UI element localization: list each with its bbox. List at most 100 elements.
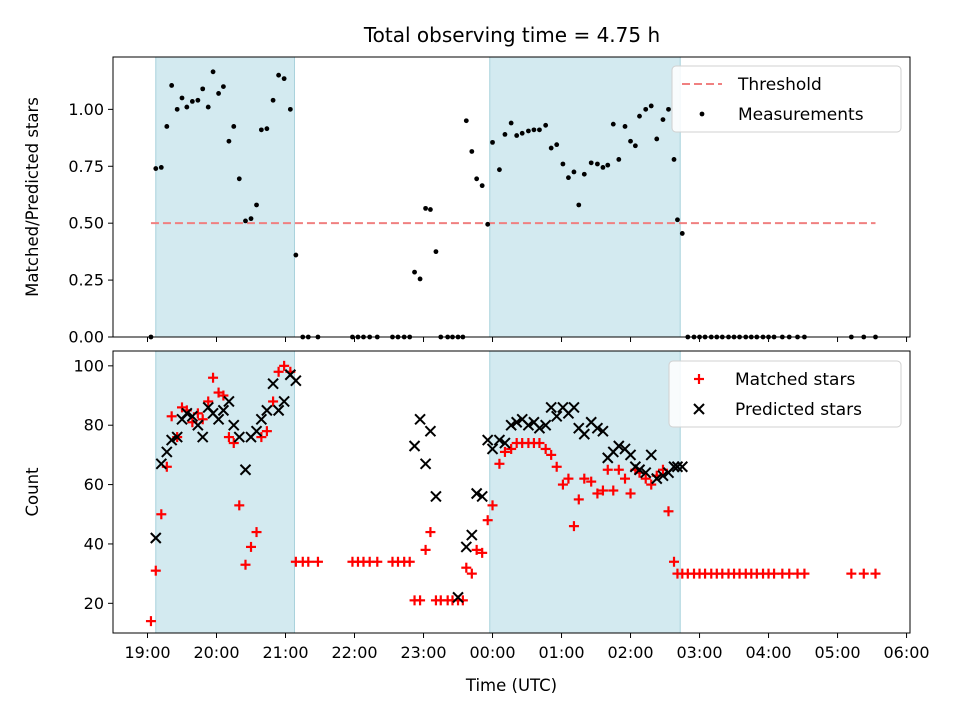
x-tick-label: 20:00: [193, 643, 239, 662]
measurement-point: [169, 83, 174, 88]
x-tick-label: 01:00: [538, 643, 584, 662]
measurement-point: [216, 91, 221, 96]
measurement-point: [633, 143, 638, 148]
top-legend: Threshold Measurements: [672, 66, 901, 132]
matched-star-point: [421, 545, 431, 555]
measurement-point: [428, 207, 433, 212]
matched-star-point: [425, 527, 435, 537]
measurement-point: [190, 99, 195, 104]
top-y-axis-label: Matched/Predicted stars: [23, 97, 42, 297]
measurement-point: [159, 165, 164, 170]
measurement-point: [175, 107, 180, 112]
matched-star-point: [303, 557, 313, 567]
observing-window-shading: [156, 351, 680, 633]
measurement-point: [243, 219, 248, 224]
measurement-point: [654, 137, 659, 142]
predicted-star-point: [410, 441, 420, 451]
measurement-point: [237, 176, 242, 181]
measurement-point: [623, 124, 628, 129]
legend-label: Matched stars: [735, 370, 855, 390]
measurement-point: [434, 249, 439, 254]
matched-star-point: [799, 569, 809, 579]
measurement-point: [271, 98, 276, 103]
x-tick-label: 19:00: [124, 643, 170, 662]
measurement-point: [288, 107, 293, 112]
measurement-point: [259, 127, 264, 132]
measurement-point: [672, 157, 677, 162]
x-axis-ticks: 19:0020:0021:0022:0023:0000:0001:0002:00…: [124, 633, 929, 662]
measurement-point: [497, 167, 502, 172]
chart-title: Total observing time = 4.75 h: [363, 23, 660, 47]
observing-window-band: [490, 351, 680, 633]
predicted-star-point: [415, 414, 425, 424]
y-tick-label: 60: [84, 475, 104, 494]
measurement-point: [227, 139, 232, 144]
measurement-point: [264, 126, 269, 131]
measurement-point: [543, 123, 548, 128]
legend-label: Measurements: [738, 105, 864, 125]
observing-window-shading: [156, 57, 680, 337]
measurement-point: [206, 105, 211, 110]
measurement-point: [637, 114, 642, 119]
x-tick-label: 23:00: [400, 643, 446, 662]
measurement-point: [616, 157, 621, 162]
matched-star-point: [461, 563, 471, 573]
predicted-star-point: [425, 426, 435, 436]
matched-star-point: [313, 557, 323, 567]
measurement-point: [254, 203, 259, 208]
x-tick-label: 04:00: [745, 643, 791, 662]
measurement-point: [211, 69, 216, 74]
measurement-point: [526, 129, 531, 134]
y-tick-label: 20: [84, 594, 104, 613]
measurement-point: [469, 149, 474, 154]
x-tick-label: 05:00: [814, 643, 860, 662]
y-tick-label: 40: [84, 534, 104, 553]
measurement-point: [566, 175, 571, 180]
matched-star-point: [146, 616, 156, 626]
measurement-point: [195, 98, 200, 103]
x-tick-label: 21:00: [262, 643, 308, 662]
legend-label: Threshold: [737, 75, 822, 95]
y-tick-label: 1.00: [68, 100, 104, 119]
measurement-point: [418, 277, 423, 282]
measurement-point: [221, 84, 226, 89]
x-tick-label: 06:00: [883, 643, 929, 662]
measurement-point: [412, 270, 417, 275]
measurement-point: [605, 163, 610, 168]
y-tick-label: 100: [73, 356, 104, 375]
matched-star-point: [372, 557, 382, 567]
measurement-point: [572, 170, 577, 175]
measurement-point: [537, 127, 542, 132]
measurement-point: [423, 206, 428, 211]
measurement-point: [514, 133, 519, 138]
count-panel: 19:0020:0021:0022:0023:0000:0001:0002:00…: [23, 351, 930, 695]
measurement-point: [532, 127, 537, 132]
measurement-point: [231, 124, 236, 129]
measurement-point: [282, 76, 287, 81]
legend-label: Predicted stars: [735, 400, 862, 420]
measurement-point: [293, 253, 298, 258]
measurement-point: [611, 122, 616, 127]
y-tick-label: 0.25: [68, 271, 104, 290]
measurement-point: [164, 124, 169, 129]
measurement-point: [643, 107, 648, 112]
top-x-ticks: [148, 337, 907, 342]
y-tick-label: 0.00: [68, 328, 104, 347]
measurement-point: [485, 222, 490, 227]
observing-window-band: [156, 351, 295, 633]
measurement-point: [474, 176, 479, 181]
observing-chart: Total observing time = 4.75 h 0.000.250.…: [0, 0, 960, 720]
measurement-point: [520, 131, 525, 136]
x-tick-label: 00:00: [469, 643, 515, 662]
predicted-star-point: [461, 542, 471, 552]
ratio-panel: 0.000.250.500.751.00 Matched/Predicted s…: [23, 57, 910, 347]
predicted-star-point: [431, 491, 441, 501]
measurement-point: [582, 172, 587, 177]
observing-window-band: [490, 57, 680, 337]
measurement-point: [661, 117, 666, 122]
x-tick-label: 03:00: [676, 643, 722, 662]
matched-star-point: [859, 569, 869, 579]
measurement-point: [180, 96, 185, 101]
measurement-point: [184, 105, 189, 110]
measurement-point: [200, 86, 205, 91]
